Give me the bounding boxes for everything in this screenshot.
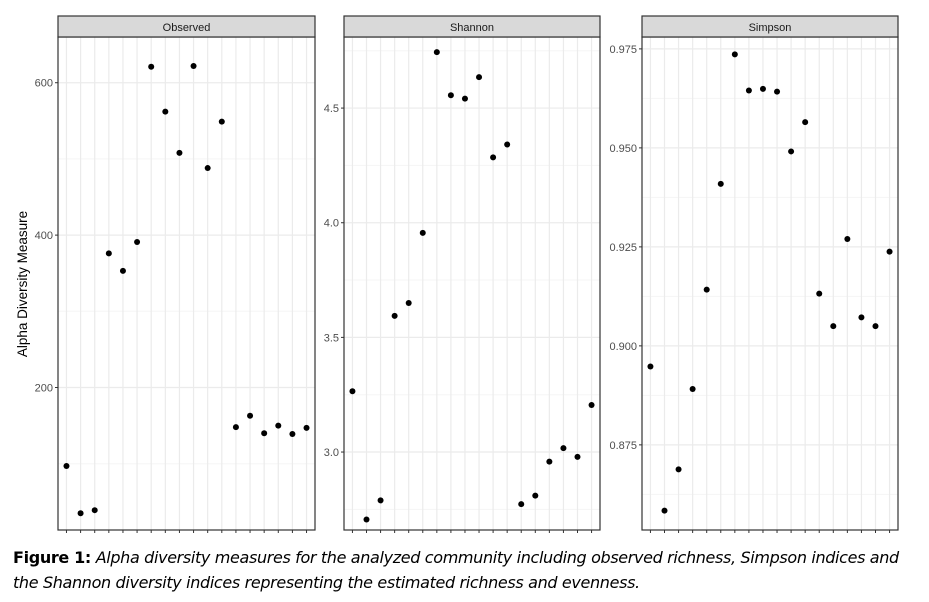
data-point [476,74,483,81]
data-point [275,422,282,429]
y-tick-label: 0.900 [609,341,637,353]
data-point [447,92,454,99]
caption-body: Alpha diversity measures for the analyze… [13,548,899,592]
data-point [77,510,84,517]
data-point [886,248,893,255]
data-point [119,267,126,274]
panel-background [642,37,898,530]
y-tick-label: 0.975 [609,44,637,56]
data-point [788,148,795,155]
y-tick-label: 3.0 [324,447,339,459]
y-tick-label: 4.5 [324,103,339,115]
facet-strip-title: Observed [163,22,211,34]
data-point [647,363,654,370]
y-tick-label: 600 [35,78,53,90]
data-point [363,516,370,523]
data-point [717,180,724,187]
data-point [461,95,468,102]
data-point [261,430,268,437]
data-point [91,507,98,514]
data-point [162,108,169,115]
data-point [872,323,879,330]
data-point [289,430,296,437]
panel-background [58,37,315,530]
data-point [490,154,497,161]
panel-observed: 200 400 600 Observed [35,15,316,533]
data-point [759,85,766,92]
y-tick-label: 0.925 [609,242,637,254]
data-point [774,88,781,95]
data-point [532,492,539,499]
data-point [546,458,553,465]
data-point [858,314,865,321]
y-tick-label: 3.5 [324,332,339,344]
data-point [105,250,112,257]
facet-strip-title: Shannon [450,22,494,34]
panel-background [344,37,600,530]
data-point [703,286,710,293]
data-point [349,388,356,395]
data-point [232,424,239,431]
data-point [504,141,511,148]
facet-strip [641,15,899,38]
data-point [574,453,581,460]
data-point [560,445,567,452]
data-point [391,312,398,319]
alpha-diversity-chart: Alpha Diversity Measure 200 400 600 Observe… [15,15,899,533]
data-point [218,118,225,125]
data-point [419,229,426,236]
data-point [518,501,525,508]
data-point [745,87,752,94]
y-tick-label: 0.875 [609,440,637,452]
y-tick-label: 400 [35,230,53,242]
panel-shannon: 3.0 3.5 4.0 4.5 Shannon [324,15,601,533]
panel-simpson: 0.875 0.900 0.925 0.950 0.975 Simpson [609,15,899,533]
data-point [190,62,197,69]
facet-strip [57,15,316,38]
data-point [675,466,682,473]
data-point [176,149,183,156]
y-axis-label: Alpha Diversity Measure [15,211,30,357]
data-point [731,51,738,58]
y-tick-label: 200 [35,383,53,395]
data-point [204,165,211,172]
data-point [816,290,823,297]
data-point [433,49,440,56]
figure-caption: Figure 1: Alpha diversity measures for t… [13,545,923,595]
data-point [247,412,254,419]
data-point [148,63,155,70]
caption-lead: Figure 1: [13,548,91,567]
data-point [63,462,70,469]
data-point [377,497,384,504]
data-point [405,299,412,306]
data-point [802,119,809,126]
y-tick-label: 0.950 [609,143,637,155]
data-point [661,507,668,514]
y-tick-label: 4.0 [324,218,339,230]
facet-strip [343,15,601,38]
data-point [689,386,696,393]
data-point [134,238,141,245]
facet-strip-title: Simpson [749,22,792,34]
data-point [303,424,310,431]
data-point [844,235,851,242]
data-point [588,402,595,409]
data-point [830,323,837,330]
